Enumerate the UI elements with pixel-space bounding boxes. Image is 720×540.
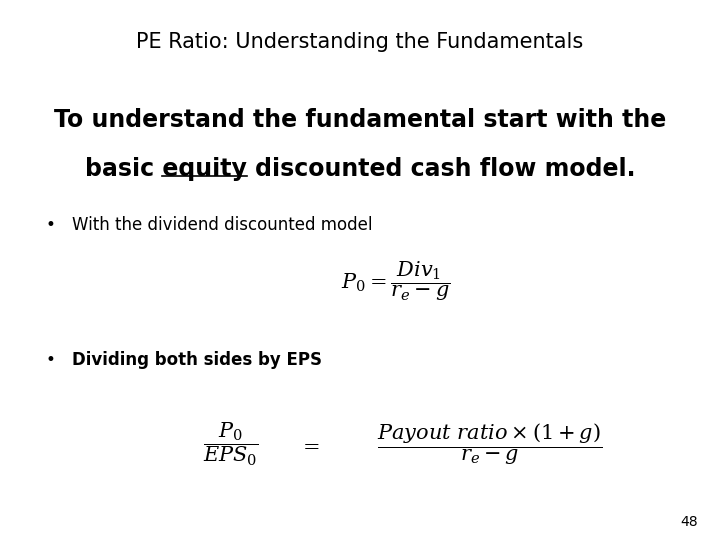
Text: PE Ratio: Understanding the Fundamentals: PE Ratio: Understanding the Fundamentals: [136, 32, 584, 52]
Text: •: •: [45, 351, 55, 369]
Text: With the dividend discounted model: With the dividend discounted model: [72, 216, 372, 234]
Text: To understand the fundamental start with the: To understand the fundamental start with…: [54, 108, 666, 132]
Text: 48: 48: [681, 515, 698, 529]
Text: $\dfrac{Payout\ ratio \times (1+g)}{r_e - g}$: $\dfrac{Payout\ ratio \times (1+g)}{r_e …: [377, 421, 603, 467]
Text: $\dfrac{P_0}{EPS_0}$: $\dfrac{P_0}{EPS_0}$: [202, 421, 258, 468]
Text: •: •: [45, 216, 55, 234]
Text: Dividing both sides by EPS: Dividing both sides by EPS: [72, 351, 322, 369]
Text: basic equity discounted cash flow model.: basic equity discounted cash flow model.: [85, 157, 635, 180]
Text: $P_0 = \dfrac{Div_1}{r_e - g}$: $P_0 = \dfrac{Div_1}{r_e - g}$: [341, 259, 451, 303]
Text: $=$: $=$: [299, 435, 320, 455]
